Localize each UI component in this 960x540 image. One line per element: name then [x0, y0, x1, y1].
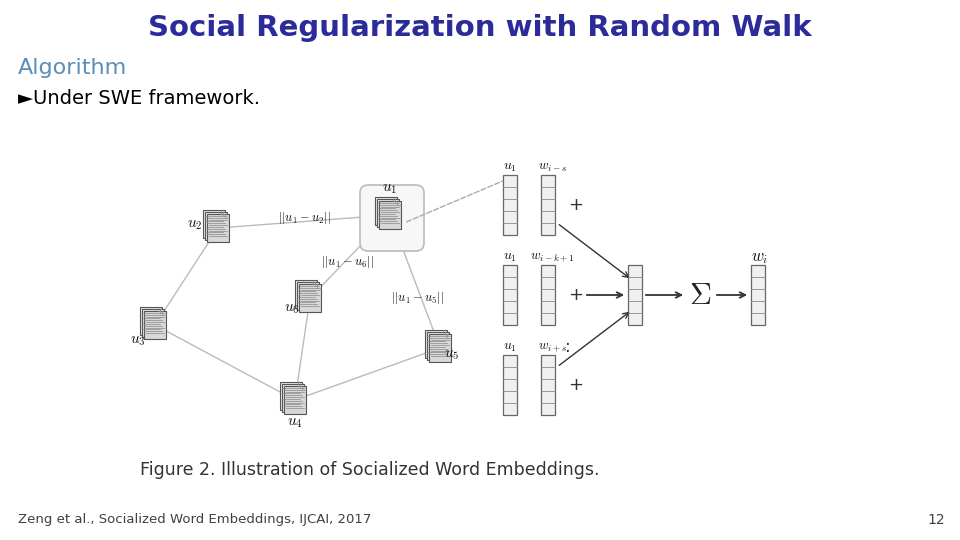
Bar: [503, 175, 517, 235]
Bar: [628, 265, 642, 325]
Bar: [375, 197, 397, 225]
Text: $w_{i-k+1}$: $w_{i-k+1}$: [530, 251, 574, 264]
Text: $u_6$: $u_6$: [284, 300, 300, 315]
Text: $w_{i+s}$: $w_{i+s}$: [538, 341, 566, 354]
Text: Figure 2. Illustration of Socialized Word Embeddings.: Figure 2. Illustration of Socialized Wor…: [140, 461, 600, 479]
Bar: [299, 284, 321, 312]
Text: $w_{i-s}$: $w_{i-s}$: [538, 160, 566, 173]
Bar: [295, 280, 317, 308]
Text: $u_4$: $u_4$: [287, 415, 303, 429]
Text: 12: 12: [927, 513, 945, 527]
Text: +: +: [568, 196, 584, 214]
Text: $u_1$: $u_1$: [382, 180, 397, 195]
Bar: [203, 210, 225, 238]
Text: $u_1$: $u_1$: [503, 340, 517, 354]
Bar: [207, 214, 229, 242]
Text: $||u_1-u_2||$: $||u_1-u_2||$: [278, 210, 331, 226]
Bar: [297, 282, 319, 310]
Bar: [541, 175, 555, 235]
Bar: [377, 199, 399, 227]
Bar: [284, 386, 306, 414]
Bar: [140, 307, 162, 335]
Text: $u_3$: $u_3$: [131, 333, 146, 348]
Bar: [205, 212, 227, 240]
Bar: [429, 334, 451, 362]
Bar: [379, 201, 401, 229]
Bar: [751, 265, 765, 325]
Bar: [142, 309, 164, 337]
Text: $u_1$: $u_1$: [503, 160, 517, 174]
Bar: [541, 265, 555, 325]
Text: $||u_1-u_5||$: $||u_1-u_5||$: [392, 290, 444, 306]
Bar: [503, 355, 517, 415]
Text: Social Regularization with Random Walk: Social Regularization with Random Walk: [148, 14, 812, 42]
Text: $\Sigma$: $\Sigma$: [689, 280, 711, 309]
Bar: [282, 384, 304, 412]
Text: $u_1$: $u_1$: [503, 250, 517, 264]
Text: Zeng et al., Socialized Word Embeddings, IJCAI, 2017: Zeng et al., Socialized Word Embeddings,…: [18, 514, 372, 526]
Text: +: +: [568, 376, 584, 394]
Bar: [427, 332, 449, 360]
FancyBboxPatch shape: [360, 185, 424, 251]
Bar: [503, 265, 517, 325]
Bar: [541, 355, 555, 415]
Bar: [144, 311, 166, 339]
Text: $u_2$: $u_2$: [187, 218, 203, 233]
Text: Algorithm: Algorithm: [18, 58, 128, 78]
Text: ►Under SWE framework.: ►Under SWE framework.: [18, 89, 260, 107]
Bar: [280, 382, 302, 410]
Bar: [425, 330, 447, 358]
Text: $w_i$: $w_i$: [752, 248, 769, 266]
Text: :: :: [565, 338, 571, 356]
Text: $||u_1-u_6||$: $||u_1-u_6||$: [322, 254, 374, 270]
Text: $u_5$: $u_5$: [444, 348, 460, 362]
Text: +: +: [568, 286, 584, 304]
